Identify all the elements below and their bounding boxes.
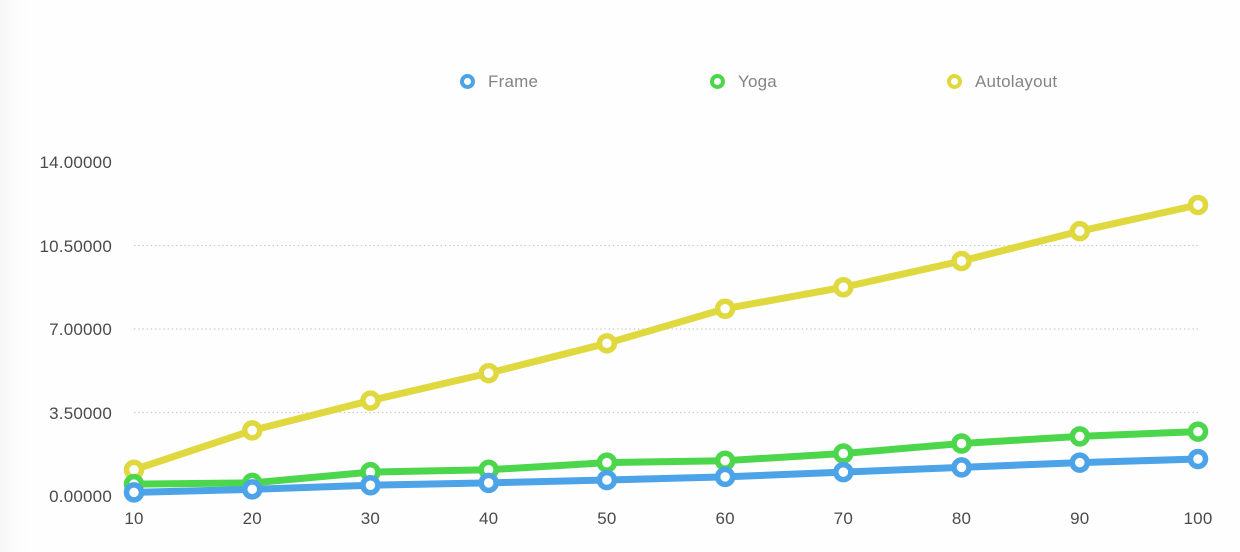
y-axis-tick-label: 3.50000 (49, 403, 112, 423)
data-point-marker-frame[interactable] (833, 461, 854, 483)
data-point-marker-autolayout[interactable] (833, 277, 854, 298)
y-axis-tick-label: 10.50000 (39, 236, 112, 256)
data-point-marker-yoga[interactable] (596, 452, 618, 473)
x-axis-tick-label: 50 (597, 509, 617, 528)
x-axis-tick-label: 20 (242, 509, 262, 528)
data-point-marker-autolayout[interactable] (1069, 220, 1091, 242)
x-axis-tick-label: 30 (360, 509, 381, 528)
x-axis-tick-label: 70 (833, 509, 853, 528)
y-axis-tick-label: 14.00000 (39, 153, 112, 172)
data-point-marker-yoga[interactable] (1187, 421, 1209, 442)
data-point-marker-autolayout[interactable] (241, 420, 263, 441)
legend-item-autolayout[interactable]: Autolayout (947, 71, 1057, 92)
data-point-marker-autolayout[interactable] (714, 298, 736, 319)
legend-item-yoga[interactable]: Yoga (710, 71, 777, 92)
legend-label-yoga: Yoga (738, 72, 777, 91)
data-point-marker-yoga[interactable] (951, 433, 972, 454)
data-point-marker-frame[interactable] (360, 475, 381, 496)
x-axis-tick-label: 10 (124, 509, 144, 528)
data-point-marker-frame[interactable] (1069, 452, 1091, 473)
y-axis-tick-label: 7.00000 (49, 320, 112, 339)
chart-legend: Frame Yoga Autolayout (0, 0, 1240, 110)
data-point-marker-frame[interactable] (123, 482, 145, 503)
data-point-marker-frame[interactable] (714, 466, 736, 488)
data-point-marker-autolayout[interactable] (360, 390, 381, 411)
series-line-frame (130, 455, 1202, 496)
data-point-marker-frame[interactable] (951, 457, 972, 478)
data-point-marker-autolayout[interactable] (596, 333, 618, 354)
legend-item-frame[interactable]: Frame (460, 71, 538, 92)
data-point-marker-frame[interactable] (596, 469, 618, 491)
data-point-marker-frame[interactable] (478, 472, 499, 494)
x-axis-tick-label: 100 (1183, 509, 1213, 528)
data-point-marker-autolayout[interactable] (951, 250, 972, 272)
data-point-marker-frame[interactable] (1187, 448, 1209, 470)
y-axis-tick-label: 0.00000 (49, 487, 112, 506)
legend-label-frame: Frame (488, 72, 539, 91)
x-axis-tick-label: 60 (715, 509, 735, 528)
series-line-autolayout (130, 201, 1202, 474)
data-point-marker-yoga[interactable] (714, 450, 736, 471)
legend-marker-autolayout-icon (947, 74, 962, 89)
data-point-marker-autolayout[interactable] (1187, 194, 1209, 216)
legend-marker-frame-icon (460, 74, 475, 89)
data-point-marker-yoga[interactable] (833, 443, 854, 464)
legend-marker-yoga-icon (710, 74, 725, 89)
series-line-yoga (130, 428, 1202, 488)
data-point-marker-frame[interactable] (241, 479, 263, 500)
legend-label-autolayout: Autolayout (975, 72, 1058, 91)
data-point-marker-yoga[interactable] (1069, 426, 1091, 447)
x-axis-tick-label: 90 (1070, 509, 1090, 528)
x-axis-tick-label: 80 (951, 509, 972, 528)
x-axis-tick-label: 40 (479, 509, 499, 528)
data-point-marker-autolayout[interactable] (478, 362, 499, 384)
